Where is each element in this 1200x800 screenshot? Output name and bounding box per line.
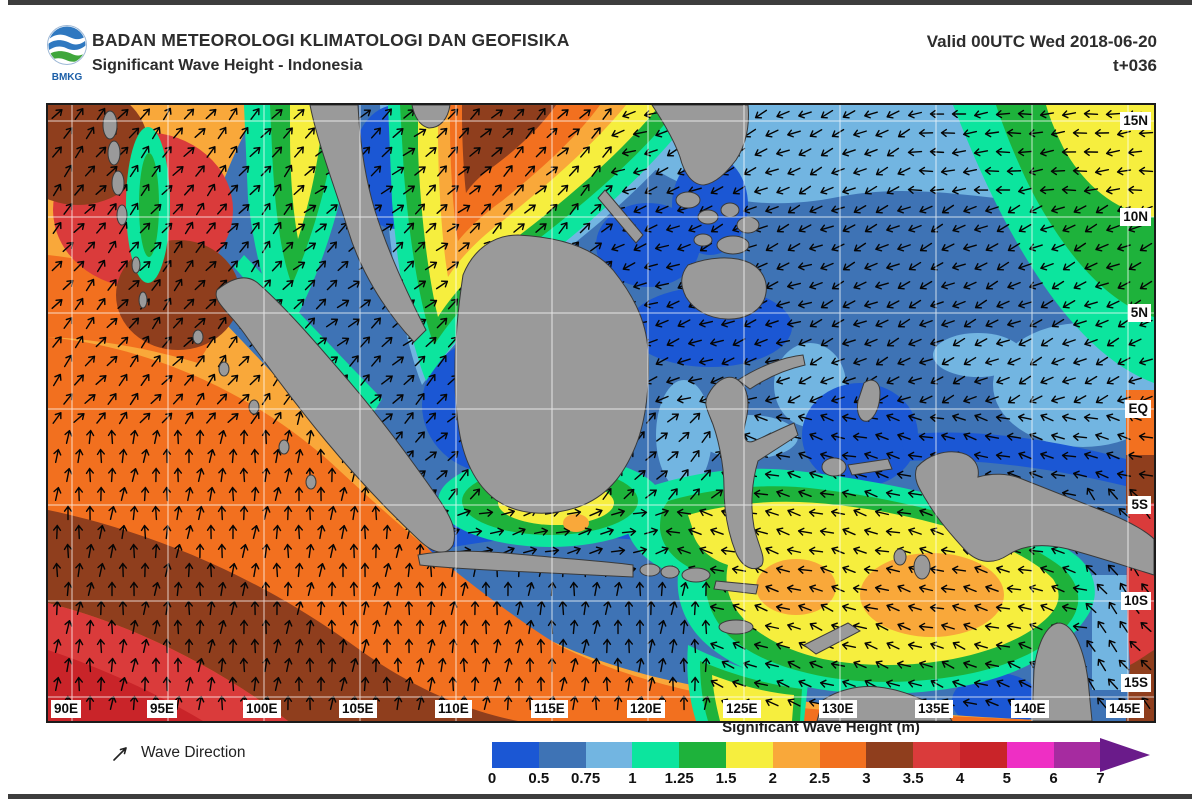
colorbar-segment-4 bbox=[959, 742, 1007, 768]
legend-title: Significant Wave Height (m) bbox=[722, 719, 920, 736]
lon-label-120E: 120E bbox=[627, 700, 665, 718]
lat-label-5N: 5N bbox=[1127, 304, 1151, 322]
land-new-guinea bbox=[914, 451, 1154, 576]
colorbar-label-3.5: 3.5 bbox=[902, 770, 924, 787]
valid-block: Valid 00UTC Wed 2018-06-20 t+036 bbox=[927, 32, 1157, 76]
land-halmahera bbox=[857, 379, 881, 422]
wave-height-map: 90E 95E 100E 105E 110E 115E 120E 125E 130E 135E 14… bbox=[46, 103, 1156, 723]
land-luzon bbox=[651, 105, 749, 186]
colorbar-segment-0 bbox=[492, 742, 539, 768]
lon-label-145E: 145E bbox=[1106, 700, 1144, 718]
colorbar-overflow-arrow bbox=[1100, 738, 1150, 772]
colorbar-label-0.75: 0.75 bbox=[570, 770, 601, 787]
lon-label-140E: 140E bbox=[1011, 700, 1049, 718]
lon-label-115E: 115E bbox=[531, 700, 568, 718]
lon-label-95E: 95E bbox=[147, 700, 178, 718]
colorbar-segment-2 bbox=[772, 742, 820, 768]
colorbar-label-1.25: 1.25 bbox=[664, 770, 694, 787]
map-canvas bbox=[48, 105, 1154, 721]
lon-label-125E: 125E bbox=[723, 700, 761, 718]
valid-time: Valid 00UTC Wed 2018-06-20 bbox=[926, 32, 1157, 51]
colorbar-label-5: 5 bbox=[1002, 770, 1011, 787]
colorbar-label-2.5: 2.5 bbox=[809, 770, 831, 787]
bottom-rule bbox=[8, 794, 1192, 799]
colorbar-label-2: 2 bbox=[768, 770, 777, 787]
colorbar-label-6: 6 bbox=[1049, 770, 1058, 787]
land-indochina bbox=[411, 105, 451, 129]
top-rule bbox=[8, 0, 1192, 5]
agency-title: BADAN METEOROLOGI KLIMATOLOGI DAN GEOFIS… bbox=[92, 30, 570, 50]
land-java bbox=[417, 550, 634, 578]
colorbar-segment-3.5 bbox=[913, 742, 960, 768]
colorbar-segment-1 bbox=[632, 742, 680, 768]
lat-label-EQ: EQ bbox=[1125, 400, 1151, 418]
wave-direction-arrow-icon bbox=[113, 747, 127, 761]
title-block: BADAN METEOROLOGI KLIMATOLOGI DAN GEOFIS… bbox=[92, 30, 570, 75]
colorbar-label-0: 0 bbox=[487, 770, 497, 787]
forecast-step: t+036 bbox=[1113, 56, 1157, 75]
lat-label-15S: 15S bbox=[1120, 674, 1151, 692]
logo-text: BMKG bbox=[52, 72, 83, 83]
wave-direction-label: Wave Direction bbox=[141, 744, 246, 761]
colorbar-segment-5 bbox=[1006, 742, 1054, 768]
graticule bbox=[48, 105, 1154, 721]
land-sulawesi bbox=[705, 376, 799, 569]
colorbar-segment-3 bbox=[866, 742, 914, 768]
bmkg-logo: BMKG bbox=[47, 25, 87, 83]
lat-label-10N: 10N bbox=[1120, 208, 1151, 226]
header: BMKG BADAN METEOROLOGI KLIMATOLOGI DAN G… bbox=[0, 8, 1200, 98]
colorbar-segment-1.5 bbox=[725, 742, 773, 768]
lon-label-130E: 130E bbox=[819, 700, 857, 718]
lon-label-105E: 105E bbox=[339, 700, 377, 718]
product-title: Significant Wave Height - Indonesia bbox=[92, 57, 363, 74]
colorbar-segment-0.5 bbox=[538, 742, 586, 768]
wave-height-colorbar bbox=[492, 742, 1101, 768]
colorbar-segment-2.5 bbox=[819, 742, 867, 768]
lon-label-135E: 135E bbox=[915, 700, 953, 718]
lat-label-15N: 15N bbox=[1120, 112, 1151, 130]
lon-label-90E: 90E bbox=[51, 700, 82, 718]
land-malay-peninsula bbox=[309, 105, 427, 343]
lat-label-5S: 5S bbox=[1128, 496, 1151, 514]
land-timor bbox=[803, 622, 861, 655]
lon-label-110E: 110E bbox=[435, 700, 472, 718]
colorbar-label-3: 3 bbox=[862, 770, 871, 787]
wave-direction-legend: Wave Direction bbox=[110, 742, 246, 764]
land-seram bbox=[847, 458, 893, 476]
colorbar-label-4: 4 bbox=[955, 770, 965, 787]
lon-label-100E: 100E bbox=[243, 700, 281, 718]
colorbar-label-7: 7 bbox=[1096, 770, 1105, 787]
lat-label-10S: 10S bbox=[1120, 592, 1151, 610]
colorbar-label-1: 1 bbox=[628, 770, 637, 787]
colorbar-label-1.5: 1.5 bbox=[715, 770, 737, 787]
colorbar-label-0.5: 0.5 bbox=[528, 770, 550, 787]
colorbar-segment-1.25 bbox=[679, 742, 726, 768]
colorbar-segment-0.75 bbox=[585, 742, 633, 768]
land-sumatra bbox=[215, 277, 455, 553]
colorbar-segment-6 bbox=[1053, 742, 1101, 768]
